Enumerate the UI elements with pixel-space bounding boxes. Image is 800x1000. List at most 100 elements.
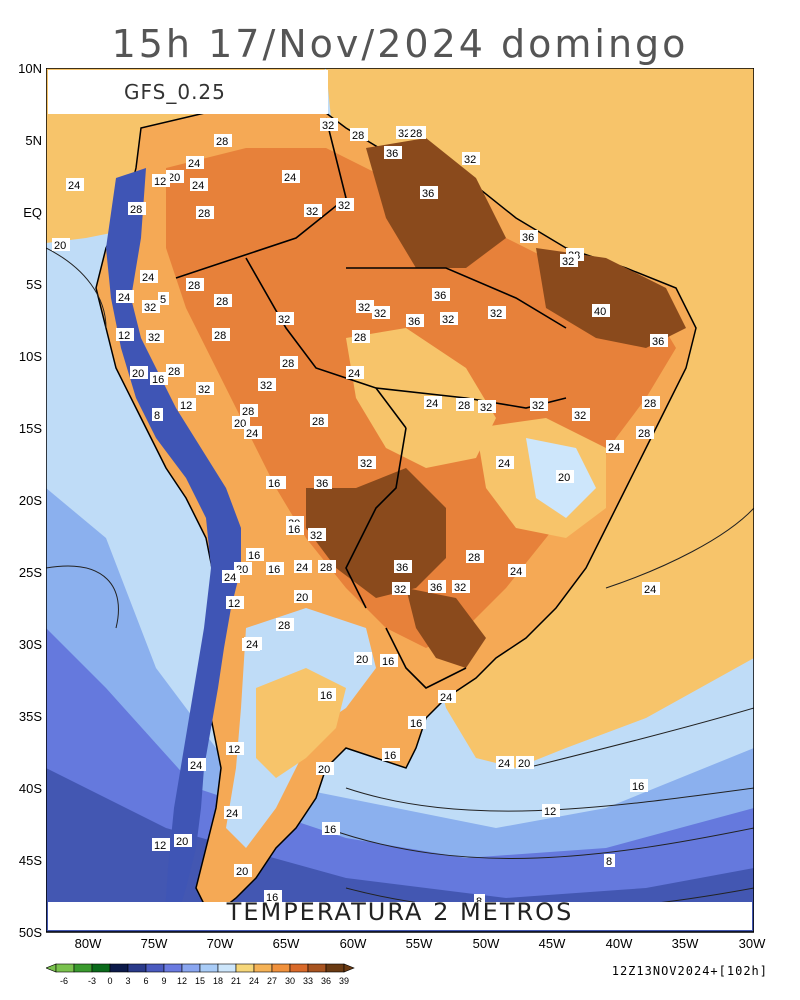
contour-label: 28 (276, 618, 294, 632)
colorbar-swatch (55, 963, 75, 973)
contour-label: 20 (316, 762, 334, 776)
colorbar-tick-label: 15 (195, 976, 205, 986)
contour-label: 32 (146, 330, 164, 344)
svg-text:28: 28 (320, 562, 332, 574)
colorbar-tick-label: -6 (60, 976, 68, 986)
colorbar-swatch (289, 963, 309, 973)
contour-label: 32 (572, 408, 590, 422)
contour-label: 28 (240, 404, 258, 418)
contour-label: 20 (232, 416, 250, 430)
svg-text:12: 12 (180, 400, 192, 412)
contour-label: 28 (466, 550, 484, 564)
colorbar-swatch (163, 963, 183, 973)
variable-label: TEMPERATURA 2 METROS (48, 900, 752, 930)
lon-label: 55W (405, 936, 433, 951)
lat-label: 5S (26, 277, 42, 292)
svg-text:28: 28 (312, 416, 324, 428)
colorbar-tick-label: -3 (88, 976, 96, 986)
svg-text:24: 24 (608, 442, 620, 454)
lat-label: 40S (18, 781, 42, 796)
lat-label: 15S (18, 421, 42, 436)
svg-text:32: 32 (360, 458, 372, 470)
colorbar-swatch (235, 963, 255, 973)
svg-text:28: 28 (188, 280, 200, 292)
contour-label: 12 (542, 804, 560, 818)
contour-label: 28 (166, 364, 184, 378)
contour-label: 32 (304, 204, 322, 218)
svg-text:16: 16 (410, 718, 422, 730)
contour-label: 12 (152, 838, 170, 852)
contour-label: 24 (282, 170, 300, 184)
svg-text:28: 28 (468, 552, 480, 564)
svg-text:20: 20 (176, 836, 188, 848)
svg-text:24: 24 (192, 180, 204, 192)
svg-text:16: 16 (288, 524, 300, 536)
contour-label: 28 (352, 330, 370, 344)
svg-text:28: 28 (410, 128, 422, 140)
contour-label: 24 (190, 178, 208, 192)
svg-text:24: 24 (296, 562, 308, 574)
svg-text:28: 28 (458, 400, 470, 412)
contour-label: 8 (604, 854, 615, 868)
contour-label: 28 (636, 426, 654, 440)
colorbar-tick-label: 39 (339, 976, 349, 986)
contour-label: 32 (372, 306, 390, 320)
contour-label: 8 (152, 408, 163, 422)
contour-label: 28 (310, 414, 328, 428)
colorbar-tick-label: 9 (161, 976, 166, 986)
contour-label: 28 (456, 398, 474, 412)
colorbar-swatch (253, 963, 273, 973)
lat-label: 50S (18, 925, 42, 940)
contour-label: 24 (438, 690, 456, 704)
svg-text:32: 32 (322, 120, 334, 132)
colorbar-max-arrow (343, 963, 355, 973)
svg-text:24: 24 (510, 566, 522, 578)
contour-label: 36 (520, 230, 538, 244)
svg-text:36: 36 (386, 148, 398, 160)
colorbar-tick-label: 21 (231, 976, 241, 986)
svg-text:32: 32 (198, 384, 210, 396)
lon-label: 40W (605, 936, 633, 951)
contour-label: 32 (452, 580, 470, 594)
contour-label: 12 (116, 328, 134, 342)
svg-text:20: 20 (356, 654, 368, 666)
svg-text:32: 32 (358, 302, 370, 314)
lat-label: 30S (18, 637, 42, 652)
contour-label: 16 (264, 890, 282, 904)
colorbar-swatch (271, 963, 291, 973)
svg-text:32: 32 (278, 314, 290, 326)
contour-label: 36 (406, 314, 424, 328)
svg-text:20: 20 (132, 368, 144, 380)
svg-text:8: 8 (154, 410, 160, 422)
warm-central-patch (346, 328, 496, 468)
svg-text:24: 24 (348, 368, 360, 380)
svg-text:24: 24 (426, 398, 438, 410)
colorbar-swatch (109, 963, 129, 973)
colorbar-swatch (127, 963, 147, 973)
svg-text:24: 24 (246, 428, 258, 440)
contour-label: 16 (318, 688, 336, 702)
contour-label: 32 (320, 118, 338, 132)
svg-text:28: 28 (638, 428, 650, 440)
colorbar-tick-label: 3 (125, 976, 130, 986)
map-title: 15h 17/Nov/2024 domingo (111, 22, 689, 66)
contour-label: 24 (222, 570, 240, 584)
svg-text:32: 32 (394, 584, 406, 596)
contour-label: 5 (158, 292, 169, 306)
colorbar: -6 -3 0 3 6 9 12 15 18 21 24 27 30 33 36 39 (46, 963, 355, 986)
lat-label: 10N (18, 61, 42, 76)
svg-text:20: 20 (54, 240, 66, 252)
svg-text:32: 32 (398, 128, 410, 140)
contour-label: 24 (424, 396, 442, 410)
contour-label: 20 (294, 590, 312, 604)
svg-text:16: 16 (248, 550, 260, 562)
svg-text:12: 12 (228, 598, 240, 610)
svg-text:20: 20 (168, 172, 180, 184)
svg-text:28: 28 (198, 208, 210, 220)
svg-text:24: 24 (190, 760, 202, 772)
contour-label: 28 (350, 128, 368, 142)
very-hot-south-brazil (406, 588, 486, 668)
svg-text:24: 24 (188, 158, 200, 170)
contour-label: 24 (244, 426, 262, 440)
